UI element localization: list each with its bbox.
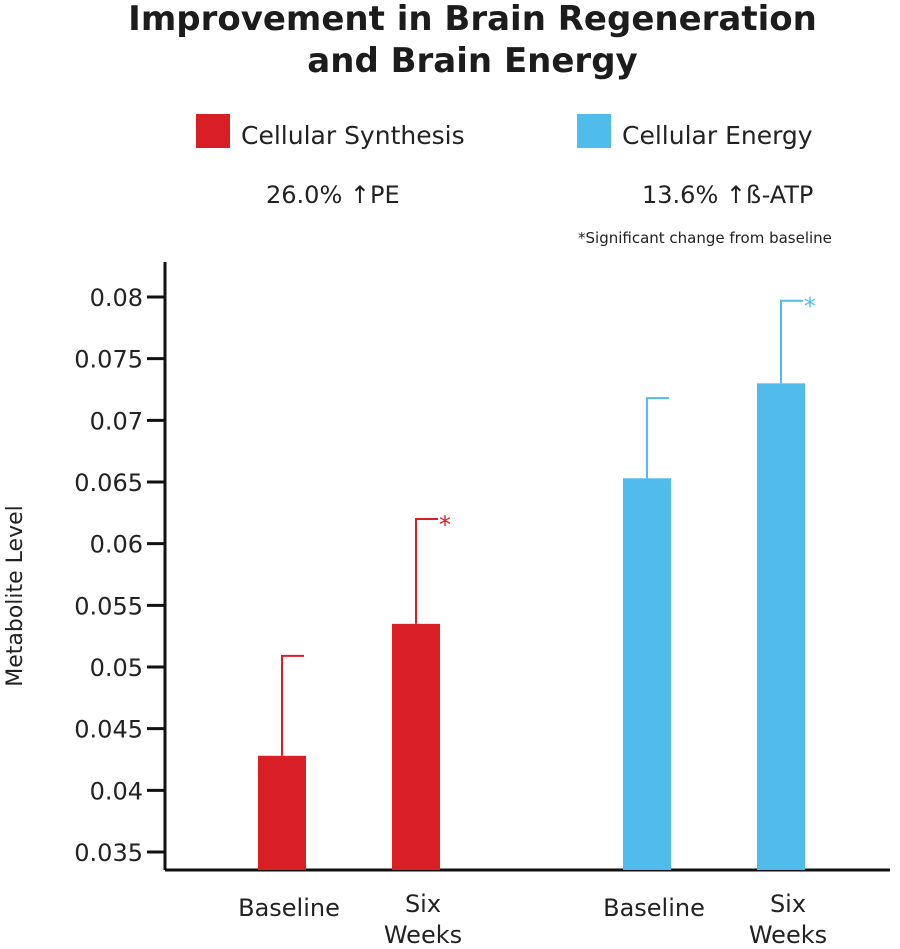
stat-cellular-energy: 13.6% ↑ß-ATP <box>642 181 813 209</box>
y-tick-label: 0.07 <box>90 407 143 435</box>
significance-footnote: *Significant change from baseline <box>578 229 832 247</box>
stat-value: 13.6% <box>642 181 719 209</box>
x-category-label: Six <box>405 890 441 918</box>
bar <box>623 478 671 870</box>
legend-swatch-cellular-energy <box>577 114 611 148</box>
stat-value: 26.0% <box>266 181 343 209</box>
stat-cellular-synthesis: 26.0% ↑PE <box>266 181 400 209</box>
legend-swatch-cellular-synthesis <box>196 114 230 148</box>
y-tick-label: 0.06 <box>90 531 143 559</box>
bar <box>258 755 306 870</box>
chart-title: Improvement in Brain Regeneration <box>128 0 817 39</box>
y-tick-label: 0.055 <box>74 592 143 620</box>
y-tick-label: 0.08 <box>90 284 143 312</box>
y-tick-label: 0.04 <box>90 777 143 805</box>
chart-title-line-2: and Brain Energy <box>307 41 638 81</box>
x-category-label: Weeks <box>749 921 827 949</box>
y-tick-label: 0.045 <box>74 716 143 744</box>
bar <box>757 383 805 870</box>
y-axis-title: Metabolite Level <box>3 505 28 687</box>
x-category-label: Six <box>770 890 806 918</box>
y-tick-label: 0.05 <box>90 654 143 682</box>
y-tick-label: 0.075 <box>74 346 143 374</box>
x-category-label: Baseline <box>603 894 705 922</box>
x-category-label: Baseline <box>238 894 340 922</box>
up-arrow-icon: ↑ <box>349 181 370 209</box>
x-category-label: Weeks <box>384 921 462 949</box>
significance-marker: * <box>804 293 816 321</box>
up-arrow-icon: ↑ <box>725 181 746 209</box>
stat-label: ß-ATP <box>746 181 814 209</box>
legend-label-cellular-synthesis: Cellular Synthesis <box>241 121 465 150</box>
y-tick-label: 0.035 <box>74 839 143 867</box>
y-tick-label: 0.065 <box>74 469 143 497</box>
significance-marker: * <box>439 511 451 539</box>
bar <box>392 623 440 870</box>
legend-label-cellular-energy: Cellular Energy <box>622 121 813 150</box>
stat-label: PE <box>370 181 400 209</box>
